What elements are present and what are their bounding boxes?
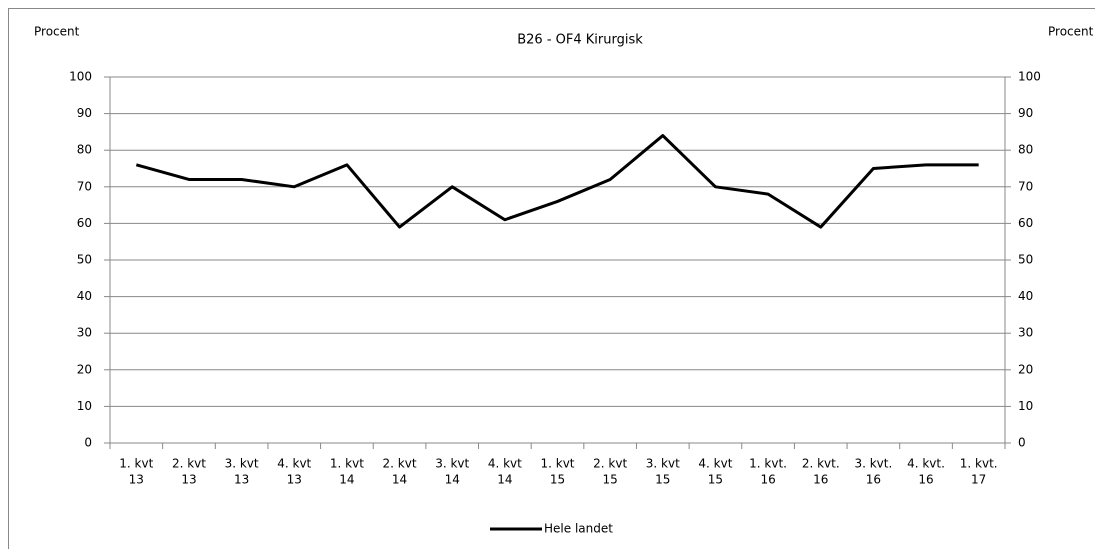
x-tick-label: 2. kvt: [383, 457, 417, 471]
x-tick-label: 4. kvt: [698, 457, 732, 471]
y-tick-label: 10: [77, 399, 92, 413]
y2-tick-label: 30: [1018, 326, 1033, 340]
x-tick-label: 13: [181, 473, 196, 487]
x-tick-label: 3. kvt: [225, 457, 259, 471]
x-tick-label: 16: [813, 473, 828, 487]
y2-tick-label: 100: [1018, 70, 1041, 84]
y-tick-label: 30: [77, 326, 92, 340]
x-tick-label: 4. kvt.: [907, 457, 945, 471]
y-tick-label: 50: [77, 253, 92, 267]
y2-tick-label: 10: [1018, 399, 1033, 413]
x-tick-label: 1. kvt.: [749, 457, 787, 471]
x-tick-label: 15: [708, 473, 723, 487]
x-tick-label: 14: [339, 473, 354, 487]
x-tick-label: 1. kvt: [330, 457, 364, 471]
y2-tick-label: 90: [1018, 106, 1033, 120]
y-tick-label: 100: [69, 70, 92, 84]
x-tick-label: 16: [760, 473, 775, 487]
x-tick-label: 17: [971, 473, 986, 487]
x-tick-label: 14: [497, 473, 512, 487]
chart-title: B26 - OF4 Kirurgisk: [517, 33, 643, 48]
x-tick-label: 16: [918, 473, 933, 487]
x-tick-label: 2. kvt.: [802, 457, 840, 471]
y2-axis-label: Procent: [1048, 25, 1094, 39]
y2-tick-label: 80: [1018, 143, 1033, 157]
x-tick-label: 3. kvt.: [854, 457, 892, 471]
x-tick-label: 3. kvt: [435, 457, 469, 471]
y2-tick-label: 70: [1018, 179, 1033, 193]
y2-tick-label: 50: [1018, 253, 1033, 267]
x-tick-label: 15: [603, 473, 618, 487]
x-tick-label: 16: [866, 473, 881, 487]
x-tick-label: 3. kvt: [646, 457, 680, 471]
y-tick-label: 90: [77, 106, 92, 120]
legend-label: Hele landet: [544, 522, 613, 536]
x-tick-label: 15: [550, 473, 565, 487]
y-tick-label: 0: [84, 436, 92, 450]
y-tick-label: 20: [77, 362, 92, 376]
chart-frame: [8, 8, 1095, 549]
x-tick-label: 4. kvt: [277, 457, 311, 471]
y2-tick-label: 20: [1018, 362, 1033, 376]
y2-tick-label: 40: [1018, 289, 1033, 303]
x-tick-label: 1. kvt: [540, 457, 574, 471]
y2-tick-label: 0: [1018, 436, 1026, 450]
y-tick-label: 80: [77, 143, 92, 157]
x-tick-label: 15: [655, 473, 670, 487]
x-tick-label: 13: [287, 473, 302, 487]
x-tick-label: 2. kvt: [593, 457, 627, 471]
x-tick-label: 4. kvt: [488, 457, 522, 471]
line-series: [135, 134, 979, 229]
y-tick-label: 60: [77, 216, 92, 230]
y2-tick-label: 60: [1018, 216, 1033, 230]
x-tick-label: 13: [234, 473, 249, 487]
y-tick-label: 40: [77, 289, 92, 303]
x-tick-label: 13: [129, 473, 144, 487]
x-tick-label: 2. kvt: [172, 457, 206, 471]
x-tick-label: 1. kvt.: [960, 457, 998, 471]
y-axis-label: Procent: [34, 25, 80, 39]
x-tick-label: 14: [392, 473, 407, 487]
x-tick-label: 1. kvt: [119, 457, 153, 471]
y-tick-label: 70: [77, 179, 92, 193]
x-tick-label: 14: [445, 473, 460, 487]
